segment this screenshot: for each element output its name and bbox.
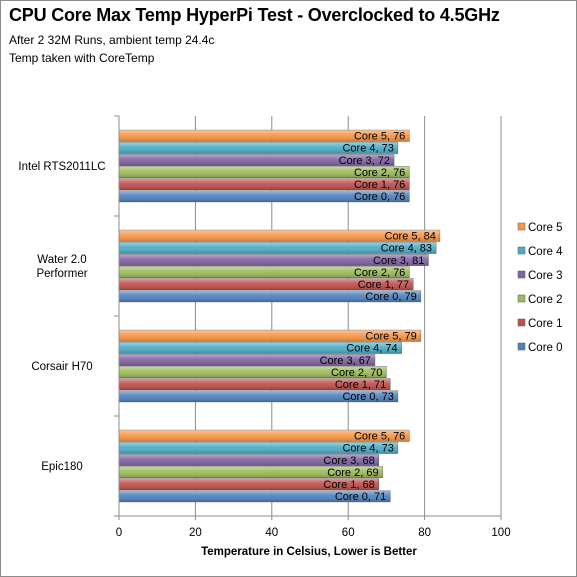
bar-data-label: Core 5, 79 (365, 331, 416, 343)
bar-data-label: Core 0, 76 (354, 191, 405, 203)
bar-shading (119, 266, 410, 278)
bar-data-label: Core 2, 69 (327, 467, 378, 479)
bar-shading (119, 190, 410, 202)
legend-swatch-core-2 (517, 294, 526, 303)
bar-data-label: Core 3, 72 (339, 155, 390, 167)
legend-label-core-5: Core 5 (528, 222, 563, 234)
bar-data-label: Core 1, 71 (335, 379, 386, 391)
bar-shading (119, 290, 421, 302)
bar-data-label: Core 2, 76 (354, 267, 405, 279)
bar-shading (119, 378, 391, 390)
category-label: Intel RTS2011LC (18, 161, 105, 173)
axes: 0 20 40 60 80 100 Intel RTS2011LC Water 2.0 Perf… (18, 115, 511, 539)
bar-data-label: Core 1, 68 (323, 479, 374, 491)
legend-swatch-core-4 (517, 246, 526, 255)
bar-data-label: Core 2, 70 (331, 367, 382, 379)
bar-shading (119, 430, 410, 442)
bar-data-label: Core 0, 73 (342, 391, 393, 403)
legend: Core 5 Core 4 Core 3 Core 2 Core 1 Core 0 (517, 222, 563, 354)
x-tick-label-40: 40 (265, 527, 278, 539)
legend-label-core-2: Core 2 (528, 294, 563, 306)
bar-data-label: Core 3, 81 (373, 255, 424, 267)
legend-swatch-core-0 (517, 342, 526, 351)
bar-data-label: Core 0, 79 (365, 291, 416, 303)
bar-shading (119, 442, 398, 454)
bar-shading (119, 366, 387, 378)
chart-subtitle-line-1: After 2 32M Runs, ambient temp 24.4c (9, 33, 215, 47)
category-label: Performer (36, 268, 87, 280)
legend-swatch-core-5 (517, 222, 526, 231)
chart-subtitle-line-2: Temp taken with CoreTemp (9, 51, 155, 65)
bar-shading (119, 142, 398, 154)
bar-data-label: Core 4, 74 (346, 343, 397, 355)
bar-data-label: Core 5, 76 (354, 131, 405, 143)
bar-shading (119, 478, 379, 490)
category-label: Corsair H70 (31, 361, 92, 373)
bar-shading (119, 254, 429, 266)
bar-data-label: Core 5, 84 (385, 231, 436, 243)
bar-shading (119, 130, 410, 142)
legend-swatch-core-3 (517, 270, 526, 279)
bar-shading (119, 242, 437, 254)
bar-shading (119, 166, 410, 178)
bar-data-label: Core 4, 73 (342, 443, 393, 455)
legend-label-core-0: Core 0 (528, 342, 563, 354)
category-label: Epic180 (41, 461, 83, 473)
bar-data-label: Core 3, 68 (323, 455, 374, 467)
bar-shading (119, 490, 391, 502)
bar-shading (119, 230, 440, 242)
chart-title: CPU Core Max Temp HyperPi Test - Overclo… (9, 5, 500, 25)
legend-label-core-3: Core 3 (528, 270, 563, 282)
x-tick-label-80: 80 (418, 527, 431, 539)
x-tick-label-100: 100 (491, 527, 510, 539)
bar-shading (119, 454, 379, 466)
bar-data-label: Core 3, 67 (320, 355, 371, 367)
bar-data-label: Core 0, 71 (335, 491, 386, 503)
bar-shading (119, 330, 421, 342)
category-label: Water 2.0 (37, 254, 86, 266)
legend-swatch-core-1 (517, 318, 526, 327)
bar-shading (119, 390, 398, 402)
x-tick-label-60: 60 (342, 527, 355, 539)
bar-shading (119, 466, 383, 478)
x-tick-label-20: 20 (189, 527, 202, 539)
bar-shading (119, 354, 375, 366)
bar-shading (119, 278, 414, 290)
legend-label-core-1: Core 1 (528, 318, 563, 330)
bar-data-label: Core 2, 76 (354, 167, 405, 179)
x-axis-title: Temperature in Celsius, Lower is Better (201, 546, 417, 558)
bar-shading (119, 342, 402, 354)
x-tick-label-0: 0 (116, 527, 122, 539)
bar-data-label: Core 5, 76 (354, 431, 405, 443)
bar-data-label: Core 1, 76 (354, 179, 405, 191)
bar-data-label: Core 4, 73 (342, 143, 393, 155)
bar-shading (119, 154, 395, 166)
bar-shading (119, 178, 410, 190)
bar-data-label: Core 4, 83 (381, 243, 432, 255)
legend-label-core-4: Core 4 (528, 246, 563, 258)
bar-data-label: Core 1, 77 (358, 279, 409, 291)
